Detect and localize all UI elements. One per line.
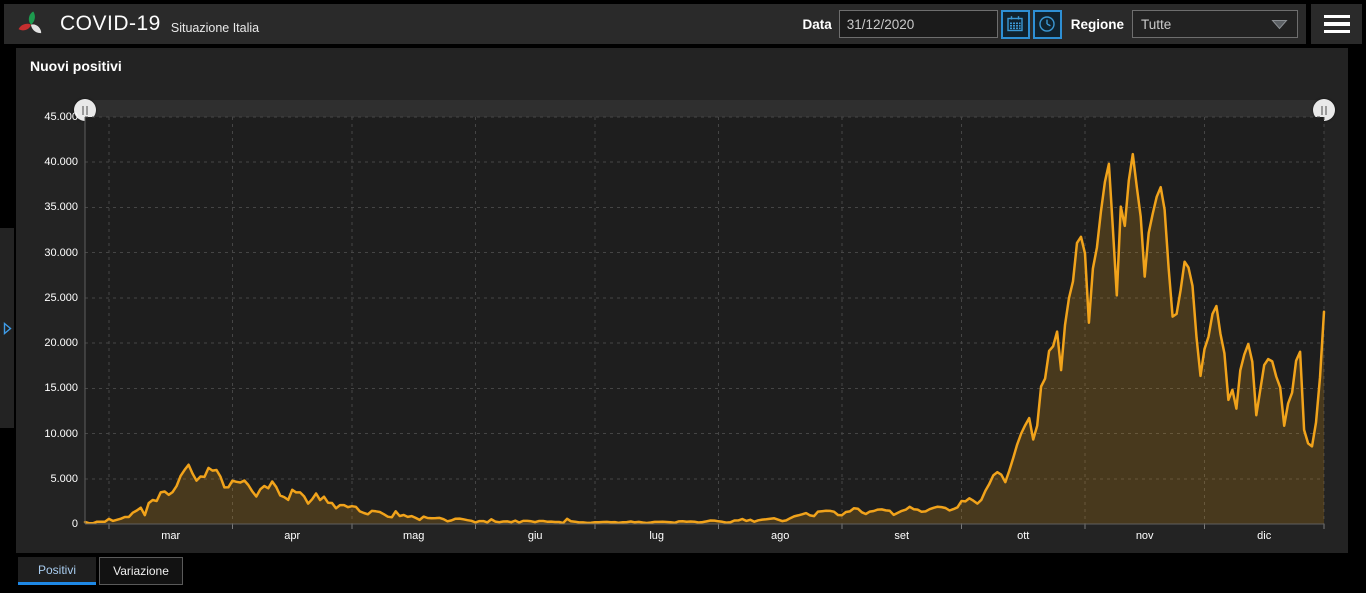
chevron-down-icon bbox=[1271, 19, 1288, 30]
header-bar: COVID-19 Situazione Italia Data bbox=[4, 4, 1362, 44]
x-axis-tick-label: ott bbox=[1017, 530, 1030, 542]
region-label: Regione bbox=[1070, 16, 1124, 32]
x-axis-tick-label: set bbox=[894, 530, 910, 542]
slider-handle-start[interactable] bbox=[74, 99, 96, 121]
y-axis-tick-label: 0 bbox=[71, 518, 78, 530]
sidebar-expand-handle[interactable] bbox=[0, 228, 14, 428]
x-axis-tick-label: mar bbox=[161, 530, 181, 542]
region-select-value: Tutte bbox=[1141, 16, 1172, 32]
clock-icon bbox=[1039, 16, 1055, 32]
slider-handle-end[interactable] bbox=[1313, 99, 1335, 121]
app-title: COVID-19 bbox=[60, 12, 161, 35]
chart-panel: Nuovi positivi 0 5.000 10.000 15.000 20.000 2… bbox=[16, 48, 1348, 553]
y-axis-tick-label: 10.000 bbox=[44, 427, 78, 440]
x-axis-tick-label: dic bbox=[1257, 530, 1272, 542]
calendar-icon bbox=[1007, 16, 1023, 32]
y-axis-tick-label: 25.000 bbox=[44, 291, 78, 304]
x-axis-tick-label: nov bbox=[1135, 530, 1154, 542]
expand-arrow-icon bbox=[3, 321, 12, 335]
tab-positivi[interactable]: Positivi bbox=[18, 557, 96, 585]
hamburger-menu-icon bbox=[1323, 14, 1350, 19]
y-axis-tick-label: 45.000 bbox=[44, 111, 78, 123]
x-axis-tick-label: mag bbox=[402, 530, 425, 542]
y-axis-tick-label: 30.000 bbox=[44, 246, 78, 259]
x-axis-tick-label: apr bbox=[284, 530, 301, 542]
x-axis-tick-label: ago bbox=[771, 530, 790, 542]
time-button[interactable] bbox=[1032, 9, 1062, 39]
hamburger-menu-button[interactable] bbox=[1306, 4, 1362, 44]
chart-plot-area[interactable] bbox=[83, 116, 1326, 529]
y-axis: 0 5.000 10.000 15.000 20.000 25.000 30.000 35.0… bbox=[16, 111, 78, 530]
x-axis-tick-label: lug bbox=[649, 530, 665, 542]
protezione-civile-logo-icon bbox=[18, 11, 42, 34]
x-axis: mar apr mag giu lug ago set ott nov dic bbox=[85, 530, 1324, 546]
chart-title: Nuovi positivi bbox=[30, 58, 122, 74]
region-select[interactable]: Tutte bbox=[1132, 10, 1298, 38]
calendar-button[interactable] bbox=[1000, 9, 1030, 39]
y-axis-tick-label: 40.000 bbox=[44, 156, 78, 169]
date-input[interactable] bbox=[838, 10, 998, 38]
y-axis-tick-label: 15.000 bbox=[44, 382, 78, 395]
y-axis-tick-label: 5.000 bbox=[50, 472, 78, 485]
y-axis-tick-label: 20.000 bbox=[44, 337, 78, 350]
date-label: Data bbox=[802, 16, 832, 32]
y-axis-tick-label: 35.000 bbox=[44, 201, 78, 214]
tab-variazione[interactable]: Variazione bbox=[99, 557, 183, 585]
time-range-slider[interactable] bbox=[74, 99, 1335, 121]
app-subtitle: Situazione Italia bbox=[170, 20, 260, 35]
x-axis-tick-label: giu bbox=[527, 530, 543, 542]
tab-bar: Positivi Variazione bbox=[18, 557, 183, 585]
